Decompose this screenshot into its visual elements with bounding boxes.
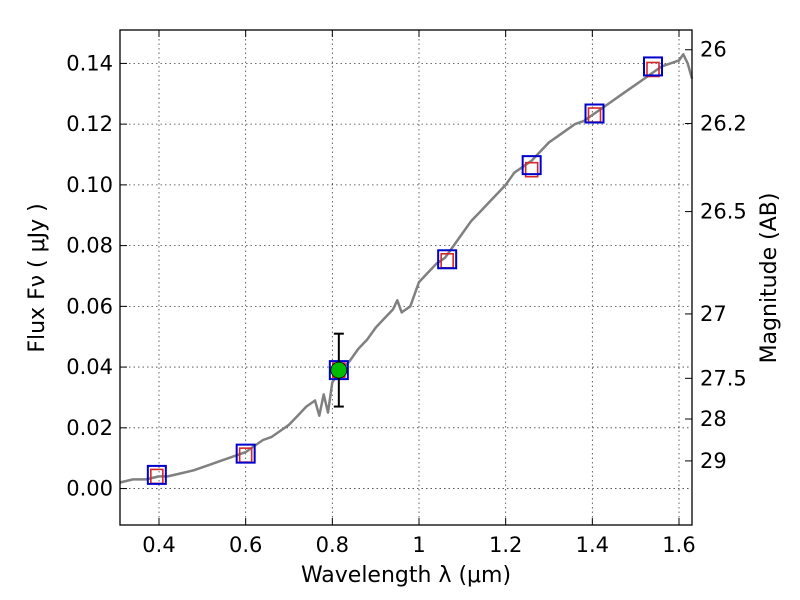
detection-point [330, 361, 348, 379]
observed-point [584, 103, 605, 124]
model-point [646, 61, 660, 78]
observed-point [521, 155, 542, 176]
y2-axis-label: Magnitude (AB) [757, 193, 782, 364]
observed-point [146, 464, 167, 485]
y-tick-label: 0.02 [66, 416, 113, 440]
observed-point [437, 249, 458, 270]
mag-tick-label: 26.2 [700, 112, 747, 136]
mag-tick-label: 28 [700, 407, 727, 431]
mag-tick-label: 26.5 [700, 200, 747, 224]
mag-tick-label: 26 [700, 38, 727, 62]
y-tick-label: 0.12 [66, 112, 113, 136]
sed-line-layer [119, 53, 694, 484]
y-tick-label: 0.04 [66, 355, 113, 379]
y-axis-label: Flux Fν ( μJy ) [25, 203, 50, 352]
y-tick-label: 0.00 [66, 477, 113, 501]
sed-line [119, 53, 694, 484]
observed-point [643, 56, 663, 77]
observed-point [235, 443, 256, 464]
x-tick-label: 1.6 [662, 533, 695, 557]
y-tick-label: 0.10 [66, 173, 113, 197]
x-axis-label: Wavelength λ (μm) [301, 563, 511, 588]
x-tick-label: 0.6 [229, 533, 262, 557]
mag-tick-label: 29 [700, 449, 727, 473]
mag-tick-label: 27 [700, 302, 727, 326]
x-tick-label: 0.8 [316, 533, 349, 557]
y-tick-label: 0.08 [66, 234, 113, 258]
plot-frame [119, 29, 693, 526]
y-tick-label: 0.14 [66, 51, 113, 75]
x-tick-label: 1 [412, 533, 425, 557]
grid-lines [120, 30, 692, 525]
x-tick-label: 1.4 [576, 533, 609, 557]
mag-tick-label: 27.5 [700, 366, 747, 390]
markers-layer [146, 56, 663, 485]
y-tick-label: 0.06 [66, 294, 113, 318]
x-tick-label: 1.2 [489, 533, 522, 557]
model-point [524, 161, 539, 178]
ticks-layer: 0.4 0.6 0.8 1 1.2 1.4 1.6 0.00 0.02 0.04 0.06 0.08 0… [66, 30, 747, 557]
x-tick-label: 0.4 [142, 533, 175, 557]
